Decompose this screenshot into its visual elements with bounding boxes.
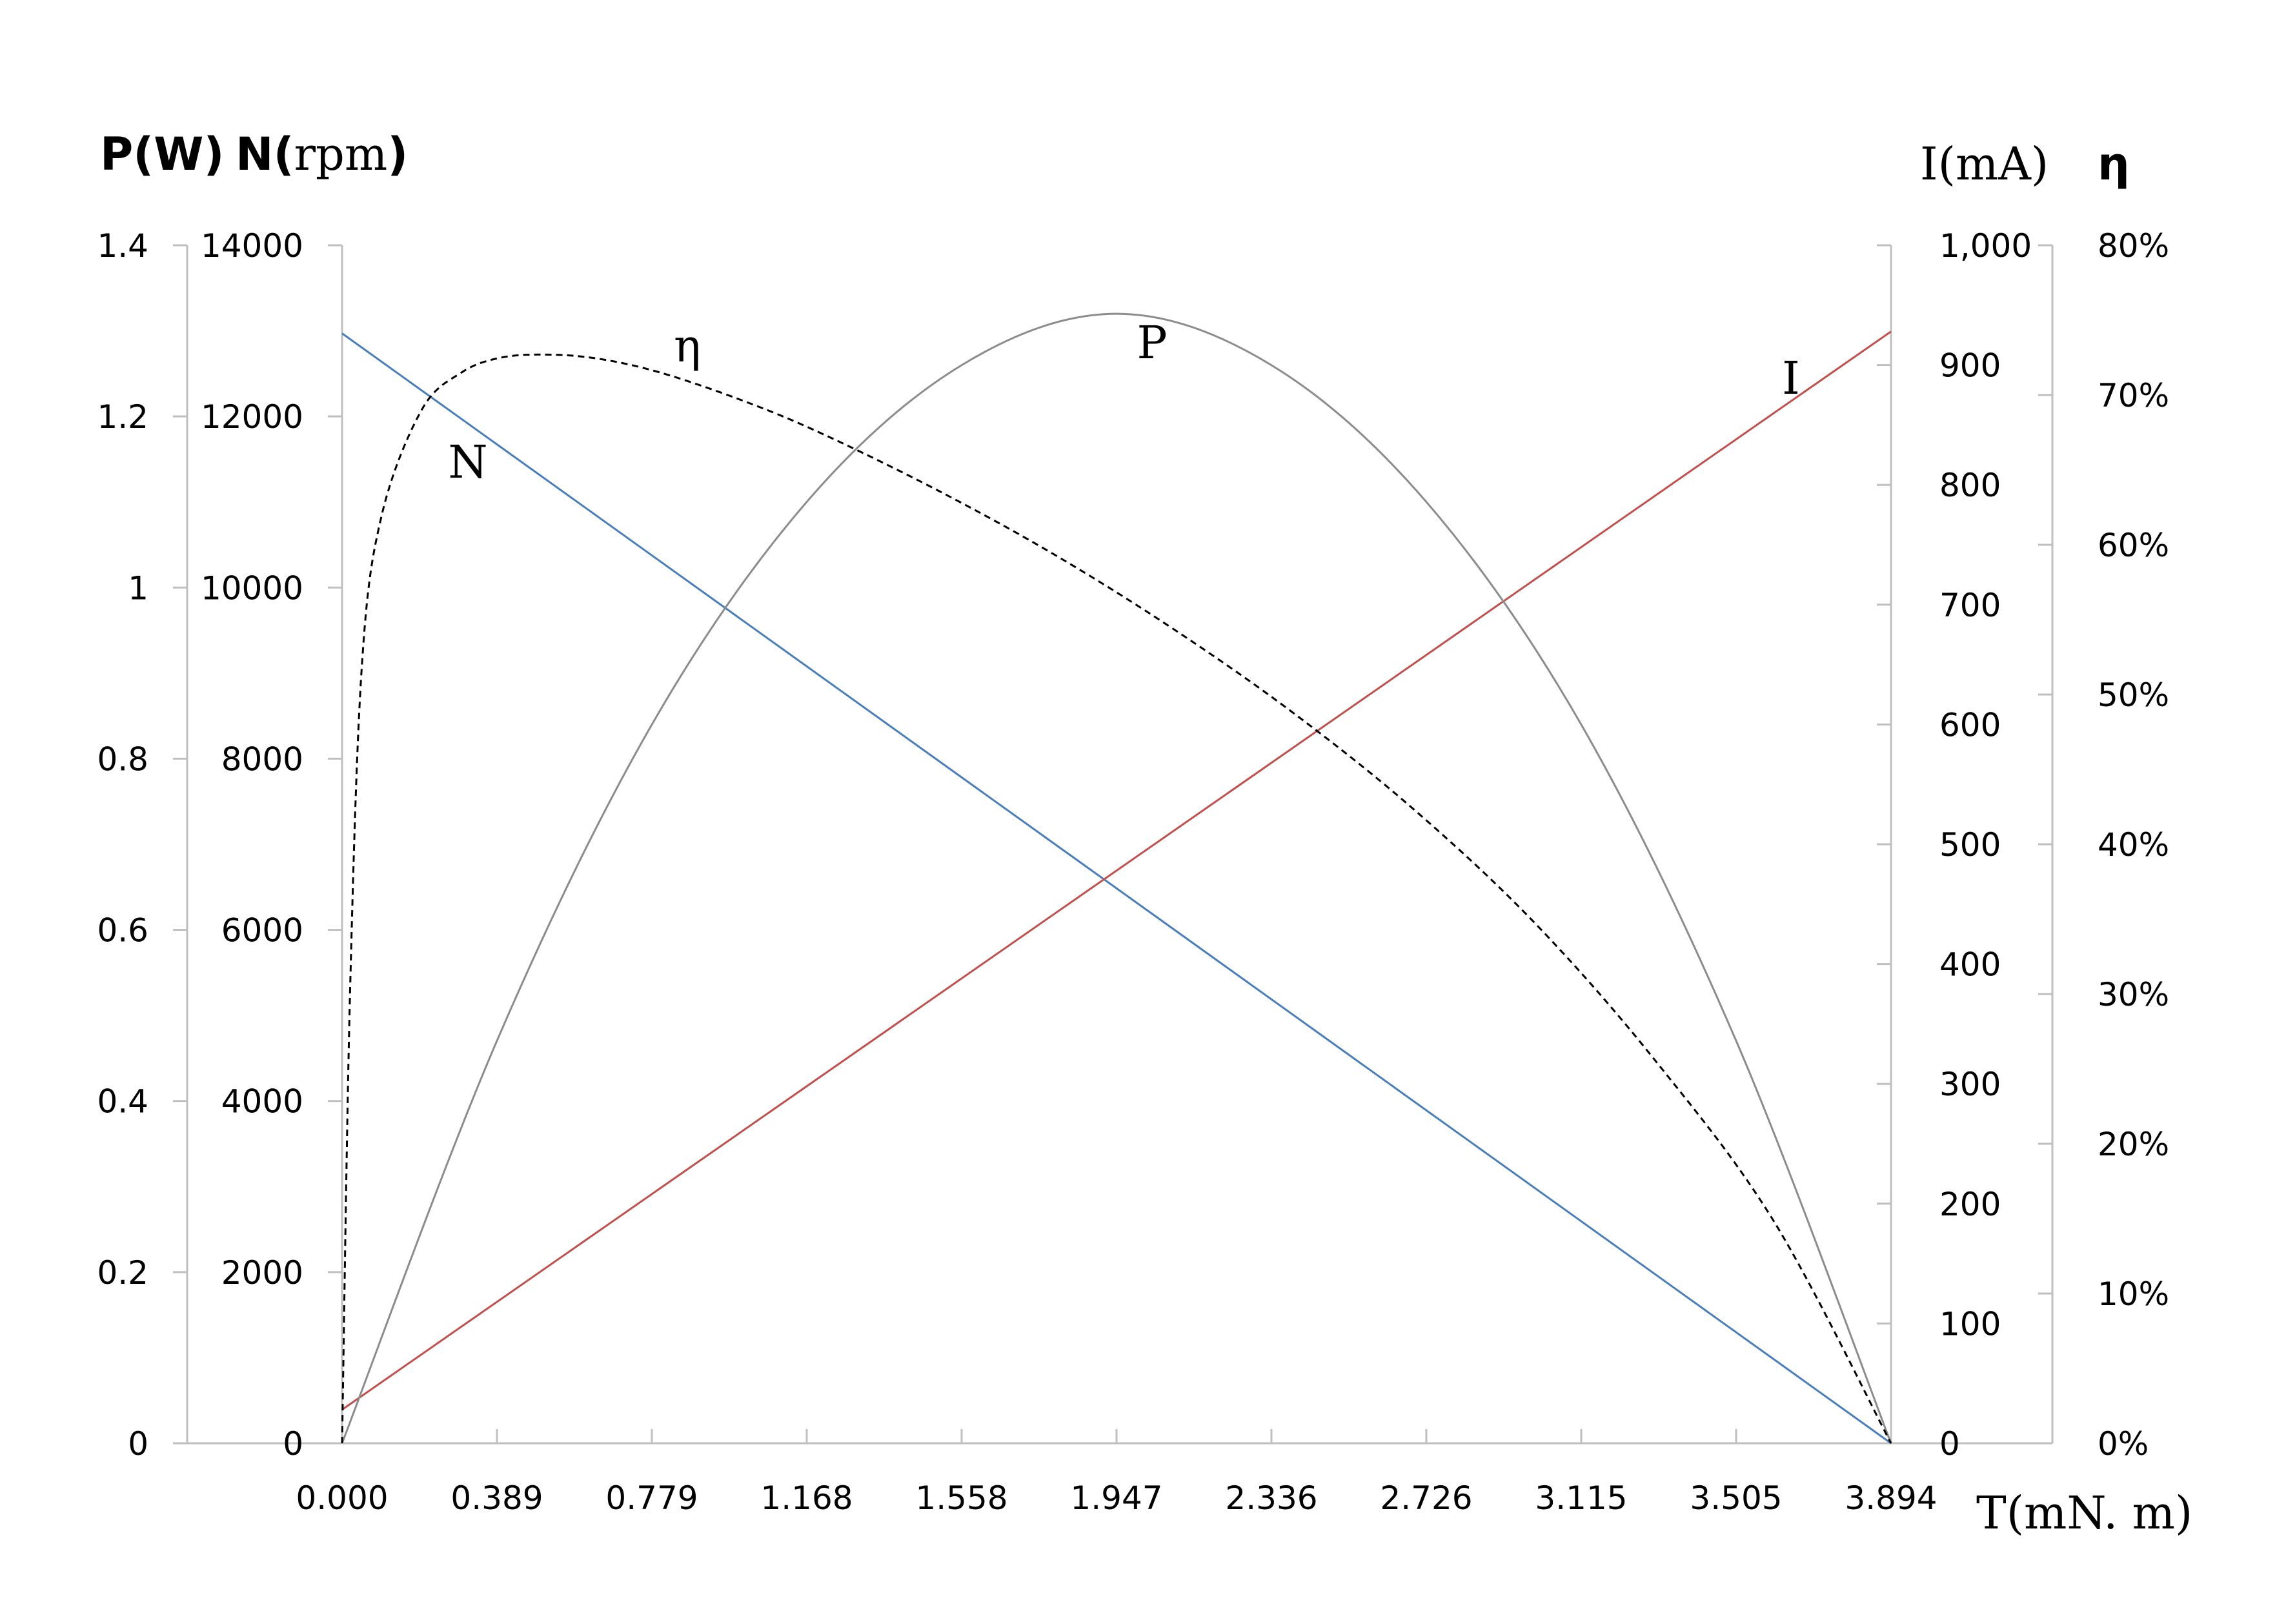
x-axis-tick-label: 2.336	[1225, 1479, 1317, 1517]
x-axis-tick-label: 3.505	[1690, 1479, 1782, 1517]
speed-axis-tick-label: 6000	[221, 912, 303, 949]
power-axis-tick-label: 0	[128, 1425, 148, 1463]
power-axis-title: P(W)	[100, 128, 225, 181]
current-axis-tick-label: 0	[1939, 1425, 1960, 1463]
speed-axis-tick-label: 12000	[201, 398, 303, 436]
speed-axis-tick-label: 0	[283, 1425, 303, 1463]
curve-label-p: P	[1137, 316, 1167, 369]
speed-axis-tick-label: 4000	[221, 1083, 303, 1121]
x-axis-tick-label: 1.168	[760, 1479, 853, 1517]
curve-label-eta: η	[674, 320, 701, 372]
speed-axis-tick-label: 10000	[201, 569, 303, 607]
efficiency-axis-tick-label: 70%	[2098, 377, 2169, 414]
x-axis-tick-label: 0.000	[296, 1479, 388, 1517]
x-axis-title: T(mN. m)	[1976, 1487, 2192, 1539]
speed-axis-tick-label: 14000	[201, 227, 303, 265]
current-axis-tick-label: 800	[1939, 467, 2001, 504]
efficiency-axis-tick-label: 10%	[2098, 1275, 2169, 1313]
current-axis-tick-label: 700	[1939, 587, 2001, 624]
series-line-i	[341, 330, 1892, 1411]
power-axis-tick-label: 0.6	[97, 912, 148, 949]
current-axis-tick-label: 600	[1939, 706, 2001, 744]
efficiency-axis-tick-label: 40%	[2098, 826, 2169, 864]
curve-label-i: I	[1782, 352, 1800, 405]
series-line-n	[341, 332, 1892, 1445]
power-axis-tick-label: 0.2	[97, 1254, 148, 1292]
series-line-p	[341, 312, 1892, 1444]
power-axis-tick-label: 1	[128, 569, 148, 607]
chart-labels: Nη P I	[448, 316, 1799, 489]
efficiency-axis-tick-label: 50%	[2098, 676, 2169, 714]
speed-axis-tick-label: 8000	[221, 740, 303, 778]
current-axis-title: I(mA)	[1920, 137, 2048, 190]
x-axis-tick-label: 1.558	[915, 1479, 1007, 1517]
current-axis-tick-label: 900	[1939, 347, 2001, 385]
x-axis-tick-label: 0.389	[450, 1479, 543, 1517]
chart-axes: 00.20.40.60.811.21.402000400060008000100…	[97, 128, 2192, 1539]
curve-label-n: N	[448, 436, 487, 489]
current-axis-tick-label: 400	[1939, 946, 2001, 984]
power-axis-tick-label: 1.4	[97, 227, 148, 265]
efficiency-axis-title: η	[2098, 137, 2130, 190]
speed-axis-tick-label: 2000	[221, 1254, 303, 1292]
chart-series	[341, 312, 1892, 1445]
current-axis-tick-label: 100	[1939, 1305, 2001, 1343]
x-axis-tick-label: 1.947	[1070, 1479, 1162, 1517]
efficiency-axis-tick-label: 20%	[2098, 1126, 2169, 1163]
efficiency-axis-tick-label: 80%	[2098, 227, 2169, 265]
current-axis-tick-label: 200	[1939, 1186, 2001, 1223]
current-axis-tick-label: 500	[1939, 826, 2001, 864]
efficiency-axis-tick-label: 60%	[2098, 527, 2169, 564]
x-axis-tick-label: 0.779	[605, 1479, 698, 1517]
power-axis-tick-label: 0.4	[97, 1083, 148, 1121]
current-axis-tick-label: 1,000	[1939, 227, 2032, 265]
current-axis-tick-label: 300	[1939, 1066, 2001, 1103]
power-axis-tick-label: 1.2	[97, 398, 148, 436]
speed-axis-title: N(rpm)	[236, 128, 408, 181]
efficiency-axis-tick-label: 30%	[2098, 976, 2169, 1013]
series-line-eta	[341, 353, 1892, 1444]
x-axis-tick-label: 2.726	[1380, 1479, 1472, 1517]
x-axis-tick-label: 3.894	[1845, 1479, 1937, 1517]
power-axis-tick-label: 0.8	[97, 740, 148, 778]
x-axis-tick-label: 3.115	[1535, 1479, 1627, 1517]
efficiency-axis-tick-label: 0%	[2098, 1425, 2149, 1463]
